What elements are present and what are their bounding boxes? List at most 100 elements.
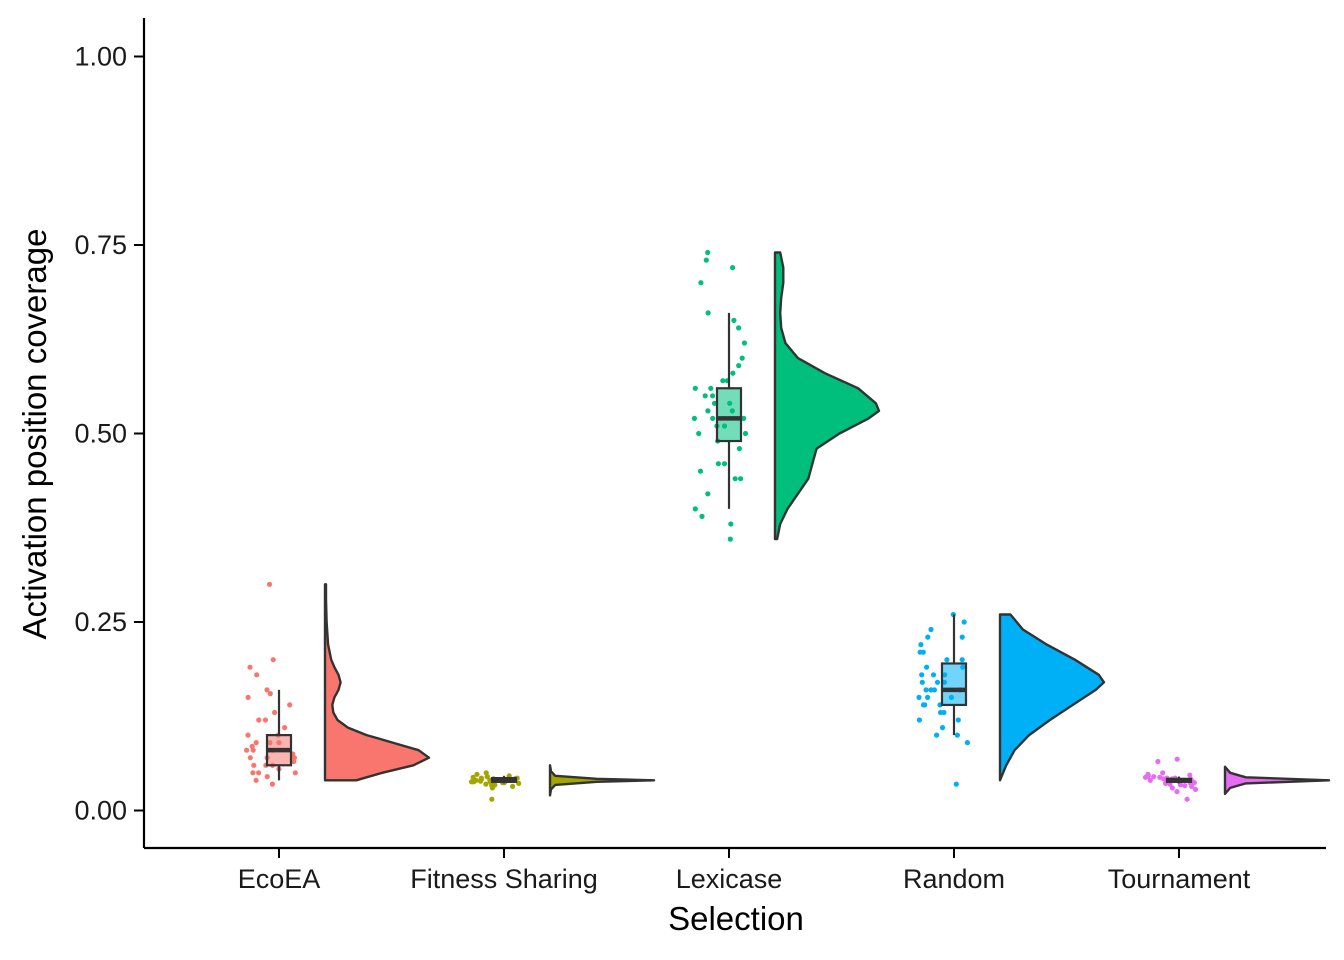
data-point <box>1187 772 1193 778</box>
group-tournament <box>1142 756 1331 802</box>
data-point <box>292 770 298 776</box>
data-point <box>944 657 950 663</box>
data-point <box>919 679 925 685</box>
data-point <box>715 461 722 467</box>
data-point <box>270 657 276 663</box>
y-tick-label: 0.75 <box>74 230 127 260</box>
data-point <box>953 781 959 787</box>
data-point <box>468 779 475 785</box>
data-point <box>955 717 961 723</box>
data-point <box>930 672 937 678</box>
data-point <box>711 400 718 406</box>
data-point <box>916 717 923 723</box>
data-point <box>251 762 257 768</box>
data-point <box>925 634 931 640</box>
axes: 0.00 0.25 0.50 0.75 1.00 EcoEA Fitness Sharin… <box>16 18 1326 937</box>
data-point <box>705 249 711 256</box>
data-point <box>742 430 749 437</box>
data-point <box>964 740 971 746</box>
data-point <box>1191 780 1197 786</box>
data-point <box>917 649 923 655</box>
data-point <box>516 780 522 787</box>
density-cloud-tournament <box>1223 765 1331 796</box>
data-point <box>474 771 480 777</box>
y-tick-label: 0.25 <box>74 607 127 637</box>
data-point <box>739 355 745 361</box>
y-tick-label: 0.50 <box>74 419 127 449</box>
data-point <box>256 717 262 723</box>
data-point <box>732 476 738 482</box>
data-point <box>923 687 929 693</box>
data-point <box>736 363 742 369</box>
data-point <box>245 694 251 701</box>
data-point <box>245 732 251 738</box>
data-point <box>1147 777 1153 783</box>
data-point <box>738 476 744 482</box>
data-point <box>918 642 924 648</box>
data-point <box>928 626 934 633</box>
group-ecoea <box>244 581 431 787</box>
data-point <box>291 758 297 765</box>
data-point <box>1184 796 1190 802</box>
data-point <box>730 265 736 271</box>
group-random <box>916 611 1106 787</box>
data-point <box>938 709 944 716</box>
data-point <box>1174 789 1180 795</box>
data-point <box>1182 783 1188 789</box>
data-point <box>253 777 259 783</box>
data-point <box>728 521 734 527</box>
data-point <box>264 774 270 780</box>
data-point <box>253 740 259 746</box>
data-point <box>703 257 709 263</box>
data-point <box>247 755 253 761</box>
x-tick-label: Random <box>903 864 1005 894</box>
data-point <box>269 781 275 787</box>
data-point <box>931 687 938 693</box>
data-point <box>262 717 268 723</box>
data-point <box>287 702 293 708</box>
data-point <box>478 778 484 784</box>
data-point <box>919 672 925 678</box>
data-point <box>727 536 733 542</box>
data-point <box>959 657 965 663</box>
data-point <box>272 709 278 716</box>
data-point <box>509 783 516 790</box>
density-cloud-ecoea <box>323 583 431 782</box>
data-point <box>736 325 742 331</box>
data-point <box>698 280 704 286</box>
group-lexicase <box>691 249 881 542</box>
data-point <box>961 619 967 625</box>
data-point <box>922 702 928 708</box>
data-point <box>692 506 698 512</box>
data-point <box>1192 786 1199 793</box>
data-point <box>741 340 748 346</box>
data-point <box>731 317 737 323</box>
data-point <box>696 430 702 437</box>
data-point <box>934 732 940 738</box>
data-point <box>1160 770 1166 776</box>
data-point <box>247 664 253 670</box>
data-point <box>692 385 698 391</box>
group-fitness-sharing <box>468 764 656 802</box>
data-point <box>697 468 704 474</box>
x-tick-label: Tournament <box>1108 864 1251 894</box>
data-point <box>484 774 490 780</box>
data-point <box>736 446 743 452</box>
density-cloud-lexicase <box>773 251 881 541</box>
data-point <box>705 491 711 497</box>
y-axis-title: Activation position coverage <box>16 229 53 640</box>
data-point <box>1155 758 1161 765</box>
data-point <box>959 634 965 640</box>
data-point <box>489 796 495 802</box>
data-point <box>741 415 747 421</box>
density-cloud-fitness-sharing <box>548 764 656 797</box>
x-axis-title: Selection <box>668 900 804 937</box>
data-point <box>254 672 260 678</box>
box-iqr <box>715 387 743 443</box>
data-point <box>1151 774 1157 780</box>
data-point <box>916 694 922 701</box>
data-point <box>954 732 961 738</box>
data-point <box>702 393 708 399</box>
data-point <box>924 664 930 670</box>
